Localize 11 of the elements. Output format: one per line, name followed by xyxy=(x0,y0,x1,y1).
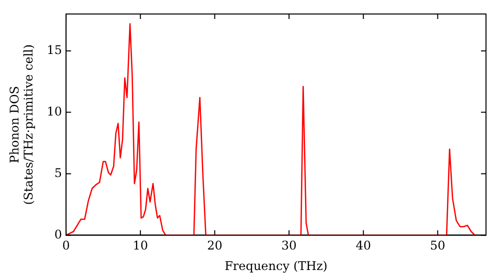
y-tick-label: 15 xyxy=(46,42,62,57)
x-tick-label: 10 xyxy=(132,238,148,253)
x-tick-label: 30 xyxy=(281,238,297,253)
y-tick-label: 5 xyxy=(54,166,62,180)
y-tick-label: 10 xyxy=(46,104,62,118)
x-tick-label: 40 xyxy=(356,238,372,253)
x-tick-label: 20 xyxy=(207,238,222,253)
x-tick-label: 50 xyxy=(430,238,446,253)
x-axis-title: Frequency (THz) xyxy=(224,258,328,273)
y-axis-title: Phonon DOS (States/THz·primitive cell) xyxy=(7,44,36,205)
y-tick-label: 0 xyxy=(54,227,62,242)
